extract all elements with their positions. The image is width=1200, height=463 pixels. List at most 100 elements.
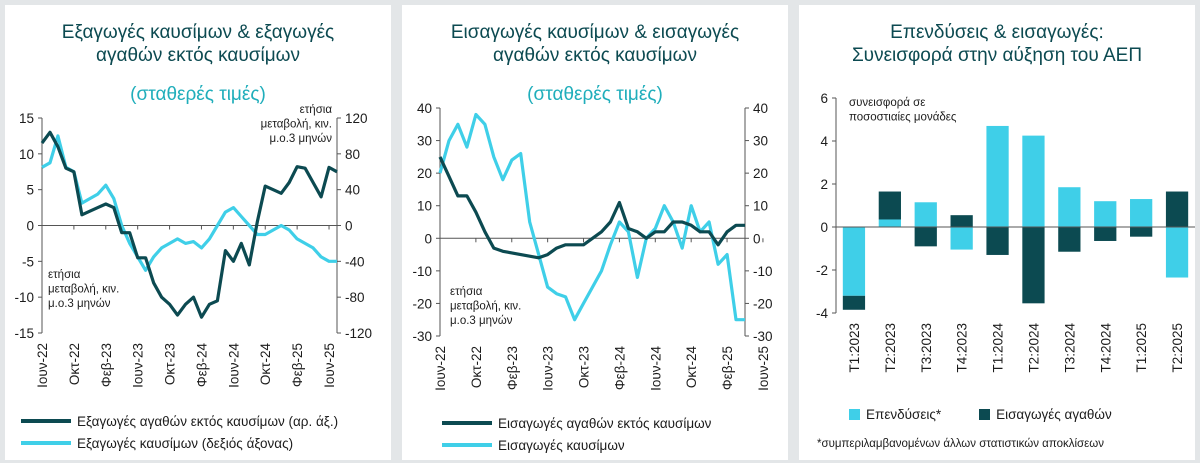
y-tick-label-left: -10 bbox=[14, 290, 34, 305]
axis-note: συνεισφορά σε bbox=[849, 97, 925, 109]
y-tick-label-right: 80 bbox=[345, 147, 360, 162]
x-tick-label: Τ1:2024 bbox=[991, 323, 1006, 373]
chart-gdp-contribution: -4 -2 0 2 4 6 Τ1:2023 Τ2:2023 Τ3:2023 Τ4:2023 Τ1:2… bbox=[816, 91, 1195, 373]
y-tick-label-left: 5 bbox=[26, 183, 34, 198]
y-tick-label-left: 20 bbox=[417, 166, 432, 181]
bar-goods-imports bbox=[1094, 227, 1117, 241]
y-tick-label-left: 0 bbox=[424, 231, 432, 246]
x-tick-label: Τ2:2025 bbox=[1170, 323, 1185, 373]
x-tick-label: Ιουν-25 bbox=[322, 343, 337, 388]
x-tick-label: Τ3:2024 bbox=[1062, 323, 1077, 373]
x-tick-label: Οκτ-23 bbox=[577, 346, 592, 388]
x-tick-label: Τ2:2024 bbox=[1026, 323, 1041, 373]
bar-goods-imports bbox=[842, 295, 866, 310]
y-tick-label: 2 bbox=[820, 177, 828, 192]
chart-title: Επενδύσεις & εισαγωγές: Συνεισφορά στην α… bbox=[851, 22, 1143, 66]
y-tick-label-right: 0 bbox=[753, 231, 761, 246]
x-tick-label: Φεβ-25 bbox=[720, 346, 735, 390]
bar-investment bbox=[914, 202, 937, 227]
legend-item-fuel-exports: Εξαγωγές καυσίμων (δεξιός άξονας) bbox=[21, 432, 338, 454]
x-tick-label: Φεβ-25 bbox=[290, 343, 305, 387]
x-tick-label: Φεβ-24 bbox=[612, 346, 627, 391]
series-line-0 bbox=[40, 130, 338, 319]
y-tick-label-right: 20 bbox=[753, 166, 768, 181]
bar-investment bbox=[950, 227, 973, 250]
y-tick-label-right: 120 bbox=[345, 111, 368, 126]
y-tick-label-right: 10 bbox=[753, 199, 768, 214]
legend-item-nonfuel-imports: Εισαγωγές αγαθών εκτός καυσίμων bbox=[442, 412, 711, 434]
x-tick-label: Ιουν-22 bbox=[35, 343, 50, 388]
y-tick-label-right: 40 bbox=[345, 183, 360, 198]
chart-subtitle: (σταθερές τιμές) bbox=[130, 84, 266, 105]
x-tick-label: Τ3:2023 bbox=[919, 323, 934, 373]
x-tick-label: Οκτ-23 bbox=[163, 343, 178, 385]
bar-investment bbox=[1130, 199, 1153, 227]
x-tick-label: Τ4:2024 bbox=[1098, 323, 1113, 373]
y-tick-label-left: 0 bbox=[26, 219, 34, 234]
chart-exports: -15 -10 -5 0 5 10 15 -120 -80 -40 0 40 80 120 Ιουν-22 Ο… bbox=[14, 104, 372, 388]
y-tick-label-left: -10 bbox=[412, 264, 432, 279]
y-tick-label-left: -15 bbox=[14, 326, 34, 341]
axis-note-right: ετήσια bbox=[300, 104, 333, 116]
x-tick-label: Φεβ-23 bbox=[99, 343, 114, 387]
y-tick-label-left: 30 bbox=[417, 134, 432, 149]
legend: Επενδύσεις* Εισαγωγές αγαθών bbox=[849, 403, 1112, 425]
bar-goods-imports bbox=[1130, 227, 1153, 237]
y-tick-label-left: -20 bbox=[412, 296, 432, 311]
chart-imports: -30 -20 -10 0 10 20 30 40 -30 -20 -10 0 10 20 30 40 Ιουν… bbox=[412, 101, 773, 391]
y-tick-label-right: -80 bbox=[345, 290, 365, 305]
bar-goods-imports bbox=[1058, 227, 1081, 252]
axis-note-right: μ.ο.3 μηνών bbox=[269, 133, 332, 145]
y-tick-label-right: -20 bbox=[753, 296, 773, 311]
legend-item-investment: Επενδύσεις* bbox=[849, 403, 941, 425]
x-tick-label: Τ2:2023 bbox=[883, 323, 898, 373]
legend-item-goods-imports: Εισαγωγές αγαθών bbox=[979, 403, 1112, 425]
bar-goods-imports bbox=[878, 191, 901, 220]
y-tick-label: 0 bbox=[820, 220, 828, 235]
axis-note-left: μ.ο.3 μηνών bbox=[450, 315, 513, 327]
x-tick-label: Τ1:2023 bbox=[847, 323, 862, 373]
y-tick-label: 4 bbox=[820, 134, 828, 149]
chart-subtitle: (σταθερές τιμές) bbox=[527, 84, 663, 105]
y-tick-label-right: 30 bbox=[753, 134, 768, 149]
x-tick-label: Τ1:2025 bbox=[1134, 323, 1149, 373]
y-tick-label-left: 10 bbox=[417, 199, 432, 214]
y-tick-label: -4 bbox=[816, 306, 828, 321]
axis-note-left: μεταβολή, κιν. bbox=[450, 301, 521, 313]
bar-investment bbox=[842, 227, 866, 296]
y-tick-label: -2 bbox=[816, 263, 828, 278]
y-tick-label-left: 15 bbox=[19, 111, 34, 126]
x-tick-label: Ιουν-22 bbox=[433, 346, 448, 391]
y-tick-label: 6 bbox=[820, 91, 828, 106]
y-tick-label-left: 10 bbox=[19, 147, 34, 162]
y-tick-label-left: -30 bbox=[412, 329, 432, 344]
chart-title: Εισαγωγές καυσίμων & εισαγωγές αγαθών εκτ… bbox=[450, 22, 740, 66]
legend: Εξαγωγές αγαθών εκτός καυσίμων (αρ. άξ.)… bbox=[21, 410, 338, 454]
bar-investment bbox=[1058, 187, 1081, 227]
bar-goods-imports bbox=[1165, 191, 1189, 227]
bar-goods-imports bbox=[950, 215, 973, 227]
bar-investment bbox=[986, 125, 1009, 227]
x-tick-label: Τ4:2023 bbox=[955, 323, 970, 373]
bar-goods-imports bbox=[1022, 227, 1045, 304]
bar-investment bbox=[1094, 201, 1117, 227]
footnote: *συμπεριλαμβανομένων άλλων στατιστικών α… bbox=[817, 438, 1105, 450]
chart-title: Εξαγωγές καυσίμων & εξαγωγές αγαθών εκτός… bbox=[61, 22, 335, 66]
bar-investment bbox=[878, 219, 901, 227]
y-tick-label-right: 40 bbox=[753, 101, 768, 116]
x-tick-label: Οκτ-22 bbox=[469, 346, 484, 388]
legend-item-nonfuel-exports: Εξαγωγές αγαθών εκτός καυσίμων (αρ. άξ.) bbox=[21, 410, 338, 432]
x-tick-label: Ιουν-24 bbox=[226, 343, 241, 388]
x-tick-label: Ιουν-25 bbox=[756, 346, 771, 391]
series-line-1 bbox=[438, 112, 745, 322]
axis-note-right: μεταβολή, κιν. bbox=[261, 119, 332, 131]
y-tick-label-right: 0 bbox=[345, 219, 353, 234]
bar-investment bbox=[1165, 227, 1189, 278]
y-tick-label-left: 40 bbox=[417, 101, 432, 116]
y-tick-label-right: -120 bbox=[345, 326, 372, 341]
x-tick-label: Ιουν-23 bbox=[131, 343, 146, 388]
bar-investment bbox=[1022, 135, 1045, 227]
axis-note: ποσοστιαίες μονάδες bbox=[849, 112, 957, 124]
x-tick-label: Οκτ-22 bbox=[67, 343, 82, 385]
x-tick-label: Φεβ-24 bbox=[194, 343, 209, 388]
